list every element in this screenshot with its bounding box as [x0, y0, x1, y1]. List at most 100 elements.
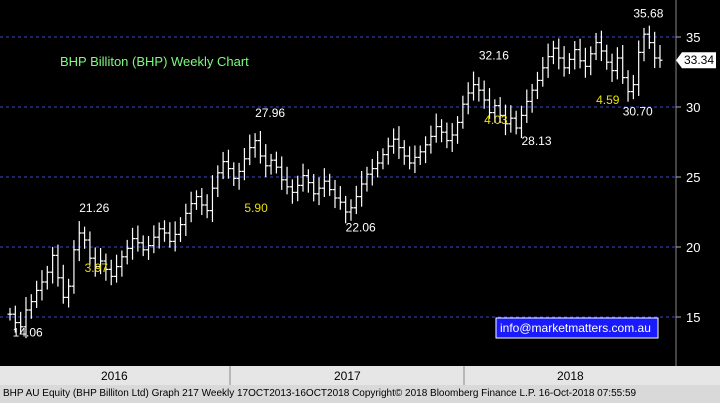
ohlc-bar	[577, 38, 583, 69]
ohlc-bar	[556, 38, 562, 70]
y-tick-label: 30	[686, 100, 700, 115]
move-size-label: 3.97	[85, 261, 109, 275]
ohlc-bar	[348, 199, 354, 221]
ohlc-bar	[561, 46, 567, 77]
ohlc-bar	[657, 44, 663, 68]
last-price-tag	[676, 52, 716, 69]
ohlc-bar	[225, 149, 231, 179]
ohlc-bar	[130, 227, 136, 260]
ohlc-bar	[337, 186, 343, 210]
ohlc-bar	[529, 83, 535, 113]
ohlc-bar	[135, 225, 141, 252]
ohlc-bar	[284, 166, 290, 195]
ohlc-bar	[140, 235, 146, 257]
ohlc-bar	[630, 74, 636, 100]
ohlc-bar	[598, 30, 604, 62]
ohlc-bar	[44, 265, 50, 290]
ohlc-bar	[39, 270, 45, 301]
ohlc-bar	[87, 231, 93, 265]
ohlc-bar	[188, 191, 194, 223]
ohlc-bar	[199, 188, 205, 216]
last-price-marker: 33.34	[676, 52, 716, 69]
ohlc-bar	[524, 89, 530, 123]
ohlc-bar	[359, 170, 365, 207]
grid-lines	[0, 36, 676, 318]
ohlc-bar	[108, 259, 114, 286]
ohlc-bar	[55, 244, 61, 287]
ohlc-bar	[23, 296, 29, 339]
ohlc-bar	[455, 116, 461, 144]
price-label: 30.70	[623, 104, 653, 118]
ohlc-bar	[604, 44, 610, 70]
ohlc-bar	[375, 151, 381, 178]
ohlc-bar	[545, 43, 551, 78]
ohlc-bar	[204, 194, 210, 219]
ohlc-bar	[241, 148, 247, 181]
price-label: 32.16	[479, 48, 509, 62]
price-label: 14.06	[13, 326, 43, 340]
ohlc-bar	[263, 144, 269, 178]
ohlc-bar	[502, 104, 508, 136]
ohlc-bar	[513, 110, 519, 135]
ohlc-bar	[316, 177, 322, 206]
ohlc-bar	[433, 113, 439, 143]
ohlc-bar	[28, 294, 34, 319]
ohlc-bar	[449, 123, 455, 152]
ohlc-bar	[609, 53, 615, 82]
ohlc-bar	[646, 25, 652, 49]
ohlc-bar	[369, 158, 375, 186]
watermark: info@marketmatters.com.au	[495, 317, 659, 339]
ohlc-bar	[412, 145, 418, 174]
ohlc-bar	[257, 130, 263, 164]
ohlc-bar	[82, 226, 88, 249]
ohlc-bar	[268, 153, 274, 175]
y-tick-label: 20	[686, 240, 700, 255]
footer-caption: BHP AU Equity (BHP Billiton Ltd) Graph 2…	[0, 385, 720, 403]
ohlc-bar	[417, 145, 423, 165]
ohlc-bar	[12, 305, 18, 333]
ohlc-bar	[364, 166, 370, 192]
ohlc-bar	[492, 99, 498, 123]
price-label: 22.06	[346, 221, 376, 235]
ohlc-bar	[66, 278, 72, 308]
ohlc-bar	[98, 247, 104, 275]
watermark-box	[495, 317, 659, 339]
ohlc-bar	[327, 173, 333, 196]
ohlc-bar	[50, 246, 56, 284]
ohlc-bar	[550, 40, 556, 65]
ohlc-bar	[471, 71, 477, 101]
ohlc-bar	[156, 222, 162, 249]
ohlc-bar	[407, 146, 413, 170]
ohlc-bar	[311, 174, 317, 202]
ohlc-bar	[439, 119, 445, 143]
ohlc-bar	[582, 47, 588, 78]
last-price-label: 33.34	[684, 53, 714, 67]
ohlc-bar	[588, 46, 594, 76]
x-tick-label: 2017	[334, 369, 361, 383]
ohlc-bar	[60, 264, 66, 304]
ohlc-bar	[146, 235, 152, 260]
ohlc-bar	[300, 163, 306, 192]
ohlc-bar	[289, 179, 295, 204]
move-size-label: 5.90	[244, 201, 268, 215]
ohlc-bar	[124, 239, 130, 265]
ohlc-bar	[172, 221, 178, 252]
watermark-text: info@marketmatters.com.au	[500, 321, 651, 335]
ohlc-bar	[162, 220, 168, 242]
y-tick-label: 25	[686, 170, 700, 185]
ohlc-bar	[572, 41, 578, 70]
ohlc-bar	[487, 88, 493, 119]
ohlc-bar	[476, 77, 482, 102]
ohlc-bar	[385, 137, 391, 165]
ohlc-bar	[641, 27, 647, 62]
ohlc-bar	[534, 71, 540, 100]
ohlc-bar	[636, 40, 642, 96]
ohlc-bar	[209, 175, 215, 222]
ohlc-bar	[252, 133, 258, 158]
ohlc-bars	[7, 25, 663, 339]
ohlc-bar	[7, 307, 13, 321]
ohlc-bar	[119, 250, 125, 277]
ohlc-bar	[305, 169, 311, 193]
price-label: 21.26	[79, 201, 109, 215]
price-label: 27.96	[255, 106, 285, 120]
